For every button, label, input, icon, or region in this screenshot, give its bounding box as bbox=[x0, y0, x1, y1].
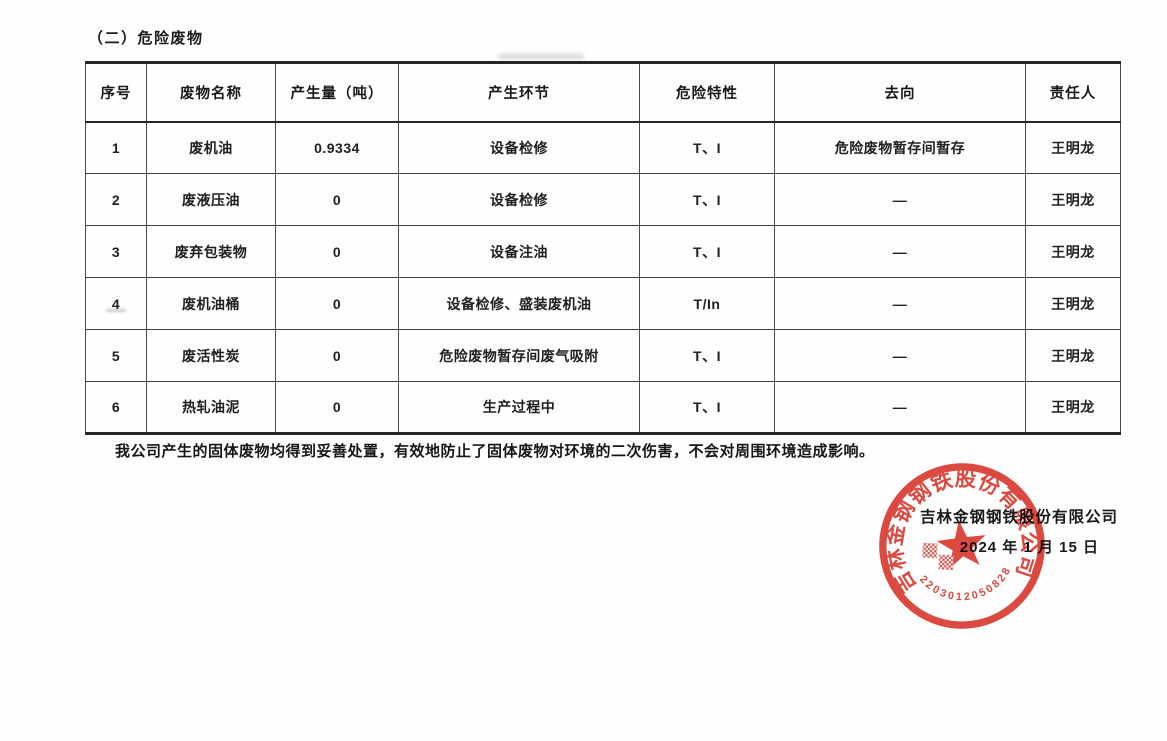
svg-text:吉林金钢钢铁股份有限公司: 吉林金钢钢铁股份有限公司 bbox=[873, 456, 1046, 599]
table-cell: 0 bbox=[275, 173, 399, 226]
table-cell: 设备检修、盛装废机油 bbox=[398, 277, 640, 330]
table-header-row: 序号 废物名称 产生量（吨） 产生环节 危险特性 去向 责任人 bbox=[85, 62, 1121, 122]
table-cell: T、I bbox=[639, 121, 775, 174]
table-row: 4 废机油桶 0 设备检修、盛装废机油 T/In — 王明龙 bbox=[85, 277, 1121, 330]
seal-code-text: 2203012050828 bbox=[916, 563, 1017, 609]
table-cell: — bbox=[774, 173, 1026, 226]
table-cell: 王明龙 bbox=[1025, 121, 1121, 174]
table-cell: — bbox=[774, 381, 1026, 434]
table-cell: 3 bbox=[85, 225, 147, 278]
table-cell: 2 bbox=[85, 173, 147, 226]
table-cell: 王明龙 bbox=[1025, 225, 1121, 278]
header-destination: 去向 bbox=[774, 62, 1026, 122]
signature-company-name: 吉林金钢钢铁股份有限公司 bbox=[919, 509, 1118, 526]
signature-date: 2024 年 1 月 15 日 bbox=[959, 539, 1099, 556]
table-row: 3 废弃包装物 0 设备注油 T、I — 王明龙 bbox=[85, 225, 1121, 278]
header-responsible-person: 责任人 bbox=[1025, 62, 1121, 122]
table-cell: 6 bbox=[85, 381, 147, 434]
hazardous-waste-table: 序号 废物名称 产生量（吨） 产生环节 危险特性 去向 责任人 1 废机油 0.… bbox=[85, 61, 1121, 435]
summary-paragraph: 我公司产生的固体废物均得到妥善处置，有效地防止了固体废物对环境的二次伤害，不会对… bbox=[115, 443, 875, 460]
table-cell: — bbox=[774, 277, 1026, 330]
table-row: 2 废液压油 0 设备检修 T、I — 王明龙 bbox=[85, 173, 1121, 226]
table-cell: 0.9334 bbox=[275, 121, 399, 174]
table-cell: — bbox=[774, 225, 1026, 278]
header-generation-stage: 产生环节 bbox=[398, 62, 640, 122]
table-cell: 生产过程中 bbox=[398, 381, 640, 434]
table-row: 6 热轧油泥 0 生产过程中 T、I — 王明龙 bbox=[85, 381, 1121, 434]
table-cell: T、I bbox=[639, 225, 775, 278]
table-cell: T/In bbox=[639, 277, 775, 330]
table-cell: 0 bbox=[275, 225, 399, 278]
table-cell: 0 bbox=[275, 381, 399, 434]
table-cell: 危险废物暂存间废气吸附 bbox=[398, 329, 640, 382]
table-cell: 危险废物暂存间暂存 bbox=[774, 121, 1026, 174]
section-title: （二）危险废物 bbox=[88, 30, 204, 47]
table-cell: 王明龙 bbox=[1025, 173, 1121, 226]
table-cell: 5 bbox=[85, 329, 147, 382]
table-cell: 热轧油泥 bbox=[146, 381, 276, 434]
header-waste-name: 废物名称 bbox=[146, 62, 276, 122]
table-cell: 设备检修 bbox=[398, 121, 640, 174]
table-cell: 0 bbox=[275, 277, 399, 330]
seal-company-arc-text: 吉林金钢钢铁股份有限公司 bbox=[873, 456, 1046, 599]
table-row: 1 废机油 0.9334 设备检修 T、I 危险废物暂存间暂存 王明龙 bbox=[85, 121, 1121, 174]
table-cell: T、I bbox=[639, 329, 775, 382]
table-cell: T、I bbox=[639, 173, 775, 226]
table-cell: 1 bbox=[85, 121, 147, 174]
table-cell: 王明龙 bbox=[1025, 381, 1121, 434]
table-cell: 4 bbox=[85, 277, 147, 330]
seal-anticounterfeit-mark bbox=[922, 542, 938, 559]
table-cell: 废活性炭 bbox=[146, 329, 276, 382]
table-cell: 王明龙 bbox=[1025, 277, 1121, 330]
table-cell: T、I bbox=[639, 381, 775, 434]
header-serial-number: 序号 bbox=[85, 62, 147, 122]
table-cell: 设备检修 bbox=[398, 173, 640, 226]
table-cell: 废液压油 bbox=[146, 173, 276, 226]
seal-anticounterfeit-mark bbox=[938, 554, 954, 570]
header-hazard-characteristics: 危险特性 bbox=[639, 62, 775, 122]
table-cell: 0 bbox=[275, 329, 399, 382]
table-cell: 废机油桶 bbox=[146, 277, 276, 330]
table-cell: 废弃包装物 bbox=[146, 225, 276, 278]
header-amount-tons: 产生量（吨） bbox=[275, 62, 399, 122]
table-row: 5 废活性炭 0 危险废物暂存间废气吸附 T、I — 王明龙 bbox=[85, 329, 1121, 382]
scan-artifact bbox=[498, 54, 584, 59]
table-cell: 王明龙 bbox=[1025, 329, 1121, 382]
table-cell: — bbox=[774, 329, 1026, 382]
svg-text:2203012050828: 2203012050828 bbox=[916, 563, 1017, 609]
table-cell: 设备注油 bbox=[398, 225, 640, 278]
table-cell: 废机油 bbox=[146, 121, 276, 174]
